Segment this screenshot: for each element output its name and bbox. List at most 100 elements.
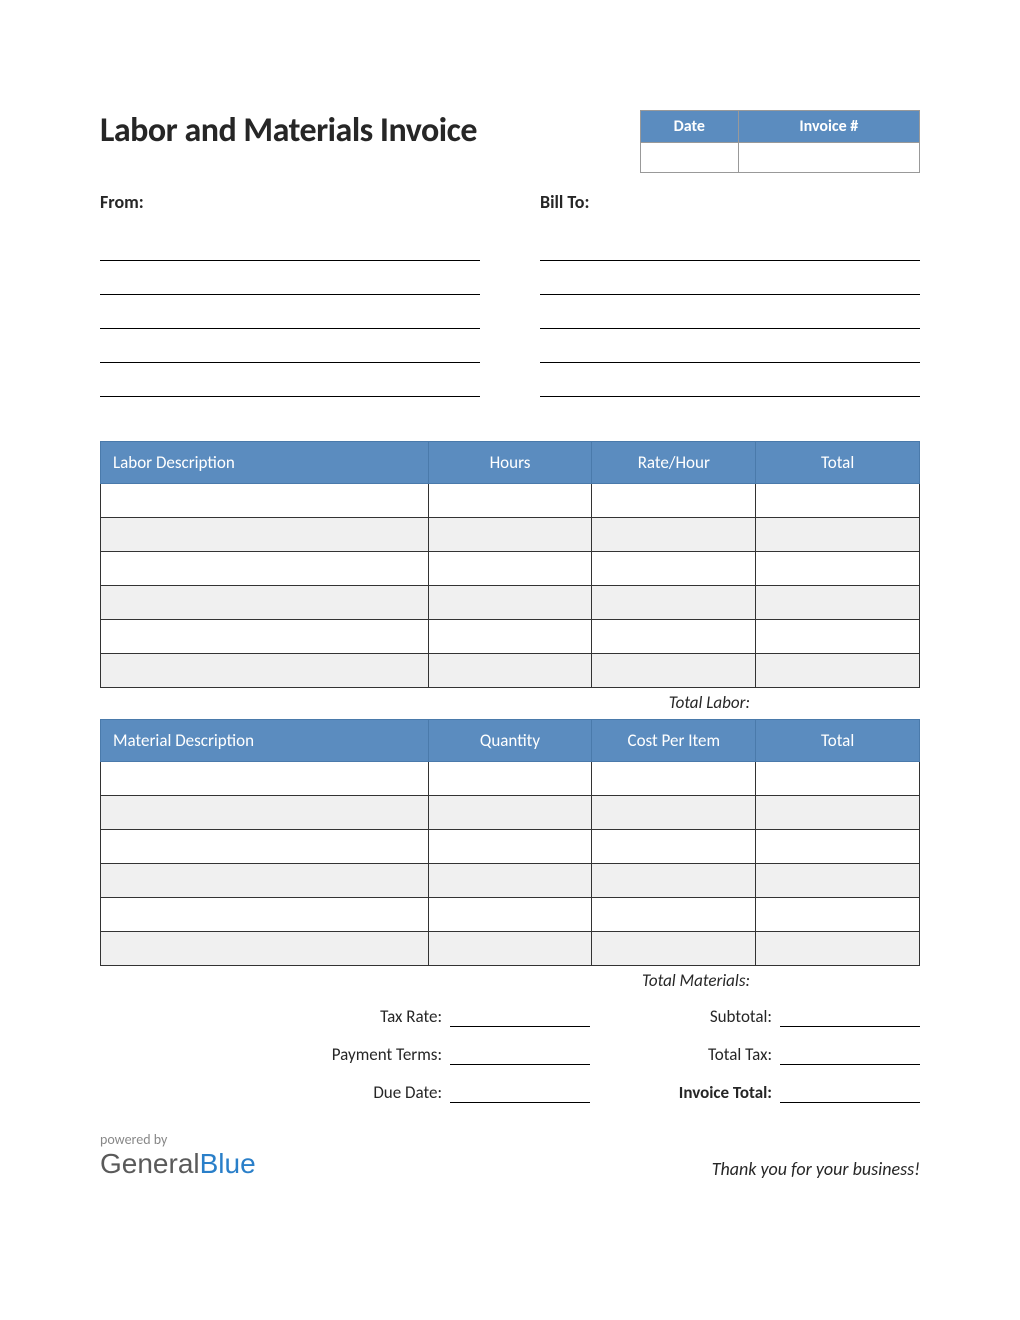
material-cell[interactable] — [756, 932, 920, 966]
labor-cell[interactable] — [756, 620, 920, 654]
material-cell[interactable] — [428, 762, 592, 796]
labor-cell[interactable] — [428, 518, 592, 552]
billto-line[interactable] — [540, 367, 920, 397]
from-line[interactable] — [100, 265, 480, 295]
powered-by-label: powered by — [100, 1131, 256, 1148]
from-line[interactable] — [100, 333, 480, 363]
material-table: Material Description Quantity Cost Per I… — [100, 719, 920, 966]
labor-cell[interactable] — [756, 484, 920, 518]
labor-cell[interactable] — [756, 586, 920, 620]
billto-line[interactable] — [540, 299, 920, 329]
material-row — [101, 932, 920, 966]
payment-terms-label: Payment Terms: — [300, 1044, 450, 1065]
total-labor-label: Total Labor: — [100, 692, 920, 713]
from-line[interactable] — [100, 231, 480, 261]
material-cell[interactable] — [592, 830, 756, 864]
due-date-label: Due Date: — [300, 1082, 450, 1103]
due-date-field[interactable] — [450, 1081, 590, 1103]
subtotal-field[interactable] — [780, 1005, 920, 1027]
labor-cell[interactable] — [592, 484, 756, 518]
material-cell[interactable] — [756, 898, 920, 932]
total-tax-label: Total Tax: — [630, 1044, 780, 1065]
from-line[interactable] — [100, 299, 480, 329]
material-row — [101, 762, 920, 796]
material-cell[interactable] — [756, 796, 920, 830]
material-row — [101, 864, 920, 898]
labor-row — [101, 552, 920, 586]
summary-left: Tax Rate: Payment Terms: Due Date: — [300, 999, 590, 1113]
material-cell[interactable] — [101, 830, 429, 864]
material-qty-header: Quantity — [428, 720, 592, 762]
material-cell[interactable] — [101, 932, 429, 966]
material-cell[interactable] — [101, 864, 429, 898]
labor-cell[interactable] — [428, 654, 592, 688]
material-desc-header: Material Description — [101, 720, 429, 762]
tax-rate-label: Tax Rate: — [300, 1006, 450, 1027]
labor-row — [101, 586, 920, 620]
payment-terms-field[interactable] — [450, 1043, 590, 1065]
material-cell[interactable] — [592, 932, 756, 966]
labor-row — [101, 484, 920, 518]
material-cell[interactable] — [101, 796, 429, 830]
labor-cell[interactable] — [428, 552, 592, 586]
labor-desc-header: Labor Description — [101, 442, 429, 484]
labor-cell[interactable] — [592, 518, 756, 552]
total-tax-field[interactable] — [780, 1043, 920, 1065]
meta-table: Date Invoice # — [640, 110, 920, 173]
labor-cell[interactable] — [428, 586, 592, 620]
material-cell[interactable] — [101, 762, 429, 796]
billto-line[interactable] — [540, 265, 920, 295]
date-cell[interactable] — [641, 143, 739, 173]
billto-line[interactable] — [540, 333, 920, 363]
material-cell[interactable] — [756, 830, 920, 864]
labor-cell[interactable] — [756, 654, 920, 688]
invoice-num-header: Invoice # — [738, 111, 919, 143]
material-cell[interactable] — [592, 796, 756, 830]
material-cell[interactable] — [101, 898, 429, 932]
material-cell[interactable] — [592, 864, 756, 898]
total-materials-label: Total Materials: — [100, 970, 920, 991]
material-cell[interactable] — [592, 762, 756, 796]
billto-label: Bill To: — [540, 191, 920, 213]
brand-part-1: General — [100, 1148, 200, 1179]
labor-cell[interactable] — [101, 654, 429, 688]
from-block: From: — [100, 191, 480, 401]
labor-total-header: Total — [756, 442, 920, 484]
labor-cell[interactable] — [592, 552, 756, 586]
labor-cell[interactable] — [101, 518, 429, 552]
from-line[interactable] — [100, 367, 480, 397]
material-cell[interactable] — [428, 932, 592, 966]
invoice-total-field[interactable] — [780, 1081, 920, 1103]
labor-cell[interactable] — [101, 552, 429, 586]
material-cost-header: Cost Per Item — [592, 720, 756, 762]
labor-cell[interactable] — [756, 552, 920, 586]
labor-cell[interactable] — [101, 586, 429, 620]
billto-line[interactable] — [540, 231, 920, 261]
material-cell[interactable] — [592, 898, 756, 932]
from-label: From: — [100, 191, 480, 213]
labor-cell[interactable] — [101, 484, 429, 518]
labor-cell[interactable] — [592, 620, 756, 654]
thankyou-text: Thank you for your business! — [712, 1158, 920, 1180]
material-cell[interactable] — [756, 864, 920, 898]
billto-block: Bill To: — [540, 191, 920, 401]
invoice-total-label: Invoice Total: — [630, 1082, 780, 1103]
material-cell[interactable] — [428, 830, 592, 864]
material-row — [101, 796, 920, 830]
labor-cell[interactable] — [592, 654, 756, 688]
labor-cell[interactable] — [101, 620, 429, 654]
material-row — [101, 830, 920, 864]
labor-cell[interactable] — [428, 484, 592, 518]
brand-block: powered by GeneralBlue — [100, 1131, 256, 1180]
labor-cell[interactable] — [756, 518, 920, 552]
material-cell[interactable] — [428, 898, 592, 932]
invoice-num-cell[interactable] — [738, 143, 919, 173]
subtotal-label: Subtotal: — [630, 1006, 780, 1027]
tax-rate-field[interactable] — [450, 1005, 590, 1027]
labor-row — [101, 620, 920, 654]
labor-cell[interactable] — [428, 620, 592, 654]
material-cell[interactable] — [756, 762, 920, 796]
material-cell[interactable] — [428, 864, 592, 898]
material-cell[interactable] — [428, 796, 592, 830]
labor-cell[interactable] — [592, 586, 756, 620]
